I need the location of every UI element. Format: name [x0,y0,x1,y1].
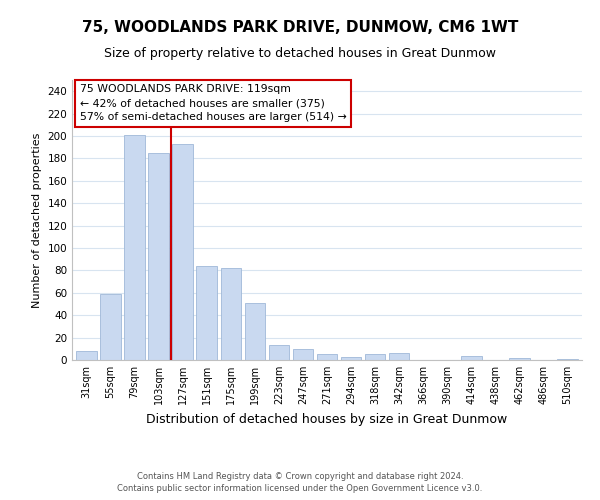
Bar [341,356,361,360]
Bar [389,354,409,360]
Bar [509,358,530,360]
Y-axis label: Number of detached properties: Number of detached properties [32,132,42,308]
Text: Contains HM Land Registry data © Crown copyright and database right 2024.: Contains HM Land Registry data © Crown c… [137,472,463,481]
Bar [461,356,482,360]
Bar [221,268,241,360]
Bar [557,359,578,360]
Bar [124,135,145,360]
Bar [293,349,313,360]
Bar [196,266,217,360]
Bar [269,346,289,360]
Bar [245,303,265,360]
Bar [76,351,97,360]
X-axis label: Distribution of detached houses by size in Great Dunmow: Distribution of detached houses by size … [146,412,508,426]
Text: Contains public sector information licensed under the Open Government Licence v3: Contains public sector information licen… [118,484,482,493]
Bar [365,354,385,360]
Text: Size of property relative to detached houses in Great Dunmow: Size of property relative to detached ho… [104,48,496,60]
Bar [100,294,121,360]
Bar [172,144,193,360]
Bar [317,354,337,360]
Text: 75, WOODLANDS PARK DRIVE, DUNMOW, CM6 1WT: 75, WOODLANDS PARK DRIVE, DUNMOW, CM6 1W… [82,20,518,35]
Text: 75 WOODLANDS PARK DRIVE: 119sqm
← 42% of detached houses are smaller (375)
57% o: 75 WOODLANDS PARK DRIVE: 119sqm ← 42% of… [80,84,346,122]
Bar [148,153,169,360]
